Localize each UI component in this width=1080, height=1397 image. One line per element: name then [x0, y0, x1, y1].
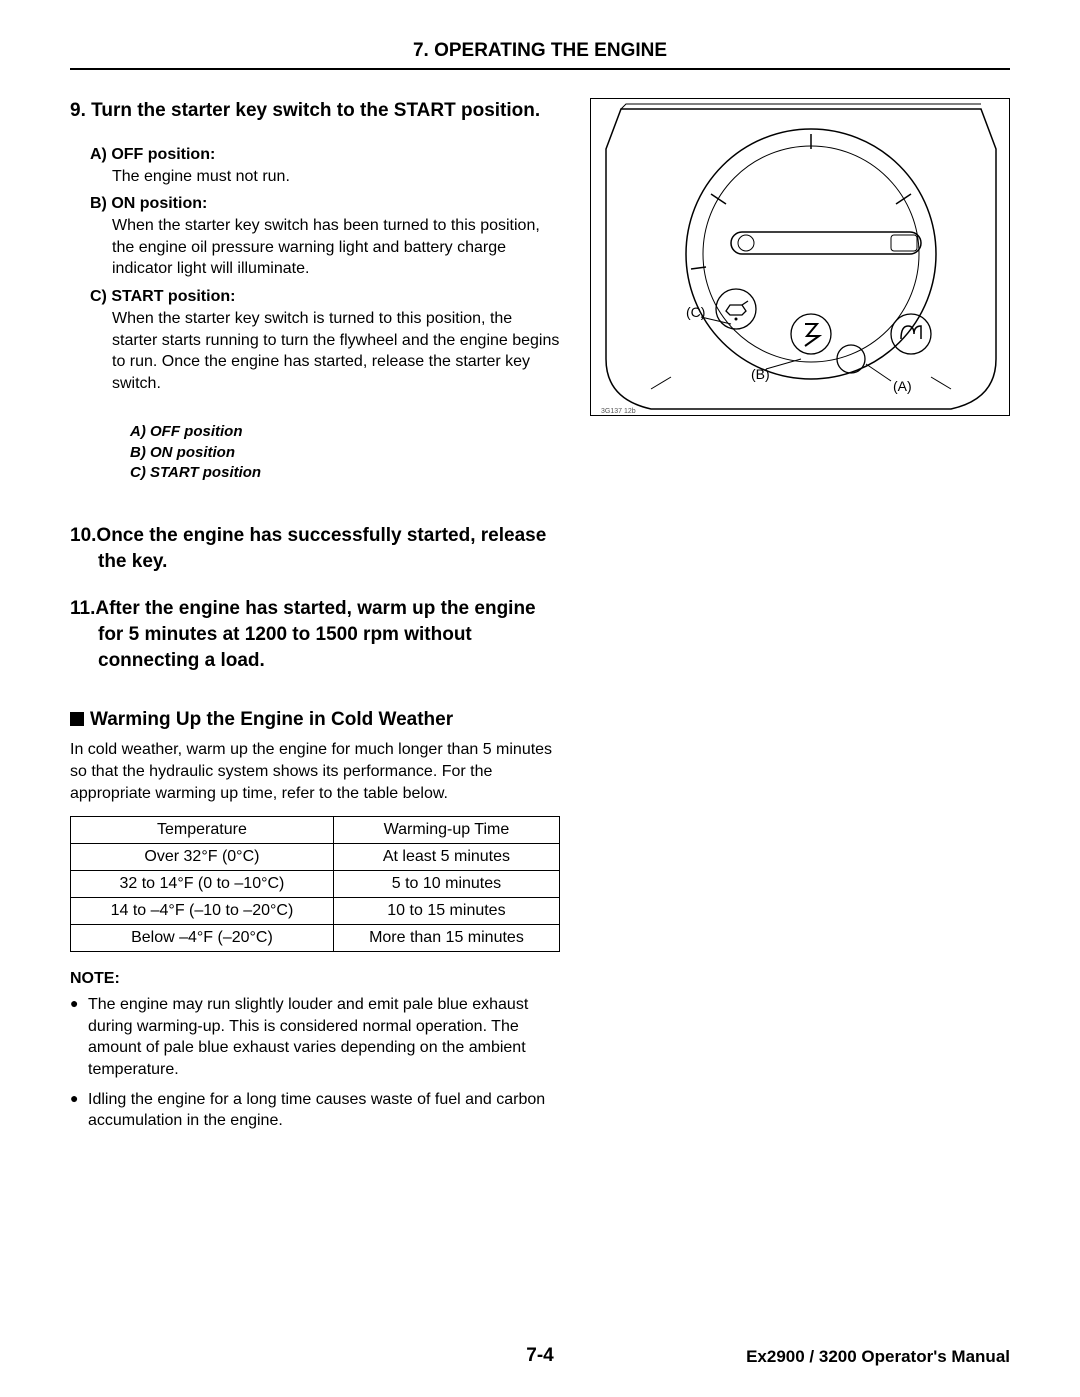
pos-a-label: A) OFF position:	[90, 146, 560, 164]
table-row: 32 to 14°F (0 to –10°C) 5 to 10 minutes	[71, 871, 560, 898]
pos-c-label: C) START position:	[90, 288, 560, 306]
th-time: Warming-up Time	[333, 817, 559, 844]
page-number: 7-4	[526, 1345, 553, 1367]
td: Below –4°F (–20°C)	[71, 925, 334, 952]
th-temp: Temperature	[71, 817, 334, 844]
td: 32 to 14°F (0 to –10°C)	[71, 871, 334, 898]
step-11-num: 11.	[70, 598, 95, 619]
pos-a-desc: The engine must not run.	[112, 166, 560, 188]
step-9-title: 9. Turn the starter key switch to the ST…	[70, 98, 560, 124]
step-10-num: 10.	[70, 525, 96, 546]
warming-heading-text: Warming Up the Engine in Cold Weather	[90, 709, 453, 730]
warming-intro: In cold weather, warm up the engine for …	[70, 739, 560, 804]
legend-b: B) ON position	[130, 443, 560, 463]
note-bullet-1: The engine may run slightly louder and e…	[70, 994, 560, 1080]
square-bullet-icon	[70, 712, 84, 726]
manual-title: Ex2900 / 3200 Operator's Manual	[746, 1347, 1010, 1367]
fig-label-c: (C)	[686, 304, 705, 320]
figure-legend: A) OFF position B) ON position C) START …	[130, 422, 560, 483]
fig-ref: 3G137 12b	[601, 408, 636, 415]
warming-heading: Warming Up the Engine in Cold Weather	[70, 709, 560, 731]
pos-c-desc: When the starter key switch is turned to…	[112, 308, 560, 394]
pos-b-desc: When the starter key switch has been tur…	[112, 215, 560, 280]
td: 14 to –4°F (–10 to –20°C)	[71, 898, 334, 925]
warmup-table: Temperature Warming-up Time Over 32°F (0…	[70, 816, 560, 952]
td: Over 32°F (0°C)	[71, 844, 334, 871]
legend-c: C) START position	[130, 463, 560, 483]
td: 5 to 10 minutes	[333, 871, 559, 898]
note-bullet-2: Idling the engine for a long time causes…	[70, 1089, 560, 1132]
step-9-num: 9.	[70, 100, 86, 121]
td: 10 to 15 minutes	[333, 898, 559, 925]
table-row: Below –4°F (–20°C) More than 15 minutes	[71, 925, 560, 952]
step-11-text: After the engine has started, warm up th…	[95, 598, 535, 670]
table-row: 14 to –4°F (–10 to –20°C) 10 to 15 minut…	[71, 898, 560, 925]
section-header: 7. OPERATING THE ENGINE	[70, 40, 1010, 70]
fig-label-b: (B)	[751, 366, 770, 382]
key-switch-figure: (C) (B) (A) 3G137 12b	[590, 98, 1010, 416]
step-11-title: 11.After the engine has started, warm up…	[70, 596, 560, 673]
pos-b-label: B) ON position:	[90, 195, 560, 213]
step-10-text: Once the engine has successfully started…	[96, 525, 546, 572]
note-bullets: The engine may run slightly louder and e…	[70, 994, 560, 1132]
note-label: NOTE:	[70, 970, 560, 988]
position-list: A) OFF position: The engine must not run…	[90, 146, 560, 395]
table-row: Temperature Warming-up Time	[71, 817, 560, 844]
legend-a: A) OFF position	[130, 422, 560, 442]
key-switch-svg: (C) (B) (A) 3G137 12b	[591, 99, 1011, 417]
td: More than 15 minutes	[333, 925, 559, 952]
page-footer: 7-4 Ex2900 / 3200 Operator's Manual	[70, 1347, 1010, 1367]
td: At least 5 minutes	[333, 844, 559, 871]
step-10-title: 10.Once the engine has successfully star…	[70, 523, 560, 574]
table-row: Over 32°F (0°C) At least 5 minutes	[71, 844, 560, 871]
fig-label-a: (A)	[893, 378, 912, 394]
step-9-text: Turn the starter key switch to the START…	[91, 100, 540, 121]
